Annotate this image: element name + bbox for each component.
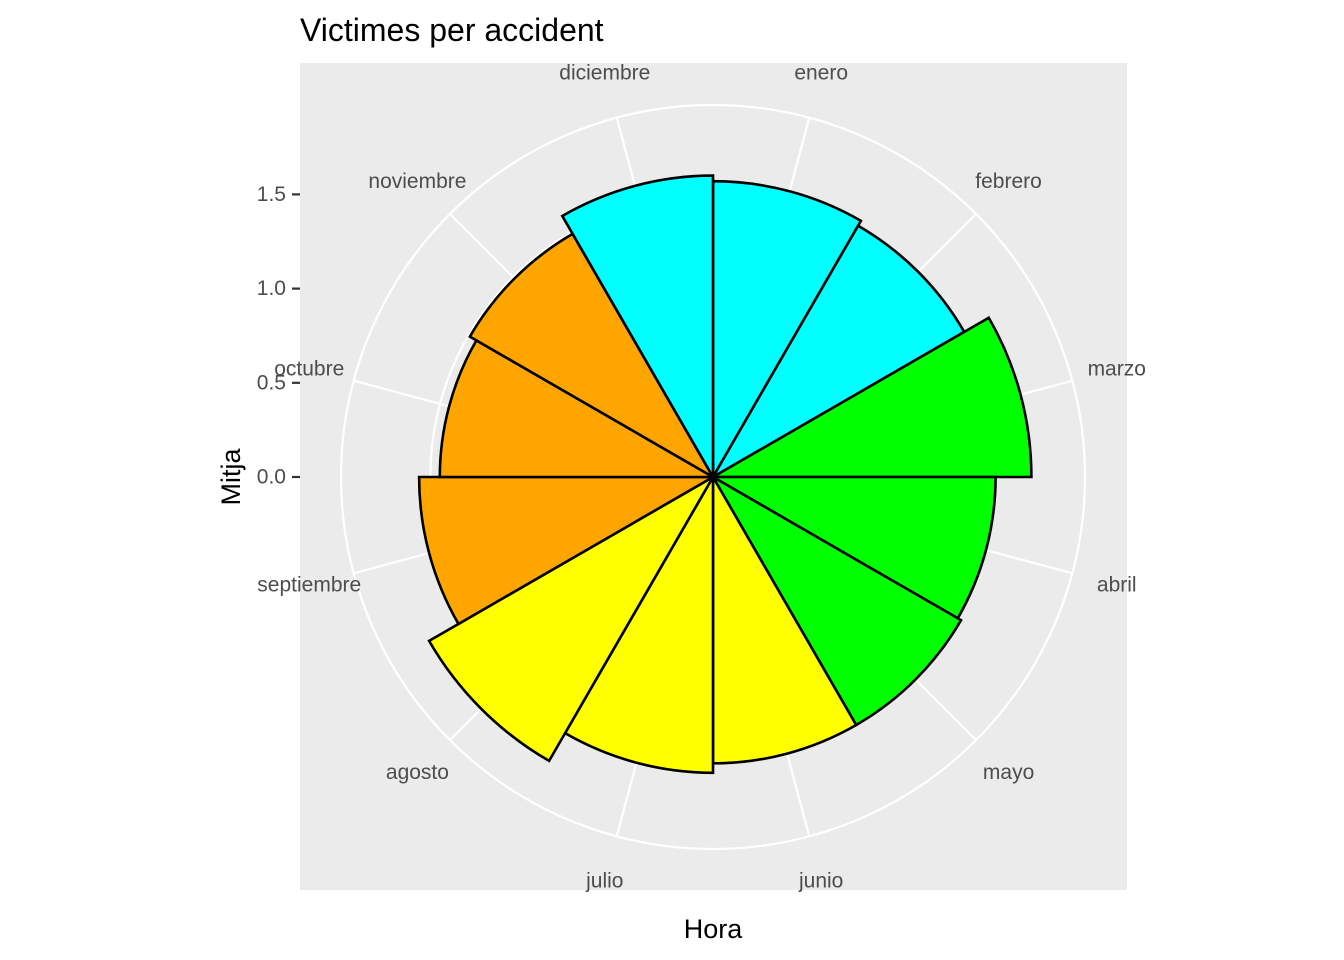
grid-circle	[339, 103, 1087, 851]
month-label-mayo: mayo	[983, 761, 1034, 784]
month-label-noviembre: noviembre	[368, 170, 466, 193]
x-axis-title: Hora	[684, 914, 744, 944]
chart-title: Victimes per accident	[300, 12, 604, 48]
wedge-julio	[563, 472, 715, 775]
y-tick-label: 1.0	[257, 277, 286, 300]
y-tick-label: 0.5	[257, 371, 286, 394]
wedges	[417, 174, 1033, 775]
month-label-marzo: marzo	[1088, 357, 1146, 380]
wedge-septiembre	[417, 475, 718, 626]
wedge-agosto	[427, 473, 717, 763]
month-label-junio: junio	[798, 869, 843, 892]
wedge-febrero	[709, 223, 967, 481]
wedge-marzo	[708, 316, 1033, 479]
wedge-abril	[708, 475, 997, 621]
month-labels: enero febrero marzo abril mayo junio julio agos…	[257, 62, 1146, 893]
wedge-mayo	[709, 473, 963, 727]
month-label-febrero: febrero	[975, 170, 1042, 193]
month-label-diciembre: diciembre	[559, 62, 650, 85]
wedge-enero	[711, 179, 863, 482]
month-label-octubre: octubre	[274, 357, 344, 380]
y-tick-label: 1.5	[257, 183, 286, 206]
y-axis-title: Mitja	[216, 448, 246, 506]
wedge-junio	[711, 472, 858, 765]
y-tick-label: 0.0	[257, 466, 286, 489]
month-label-abril: abril	[1097, 574, 1137, 597]
month-label-septiembre: septiembre	[257, 574, 361, 597]
wedge-noviembre	[468, 232, 717, 481]
month-label-agosto: agosto	[386, 761, 449, 784]
wedge-diciembre	[560, 174, 715, 482]
y-axis: 0.0 0.5 1.0 1.5	[257, 183, 300, 489]
wedge-octubre	[438, 338, 718, 479]
month-label-enero: enero	[794, 62, 848, 85]
month-label-julio: julio	[585, 869, 623, 892]
